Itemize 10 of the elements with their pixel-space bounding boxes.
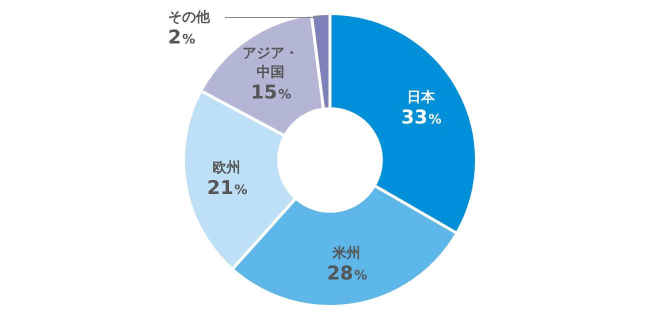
slice-label: その他 [168,10,211,26]
data-label: 15% [250,82,292,104]
slice-label: アジア・中国 [242,46,299,81]
slice-label: 日本 [406,90,436,106]
data-label: 33% [401,106,442,129]
slice-label: 欧州 [212,160,241,176]
data-label: 21% [206,177,248,200]
data-label: 28% [326,262,368,285]
slice-label: 米州 [332,246,361,262]
data-label: 2% [168,26,196,48]
